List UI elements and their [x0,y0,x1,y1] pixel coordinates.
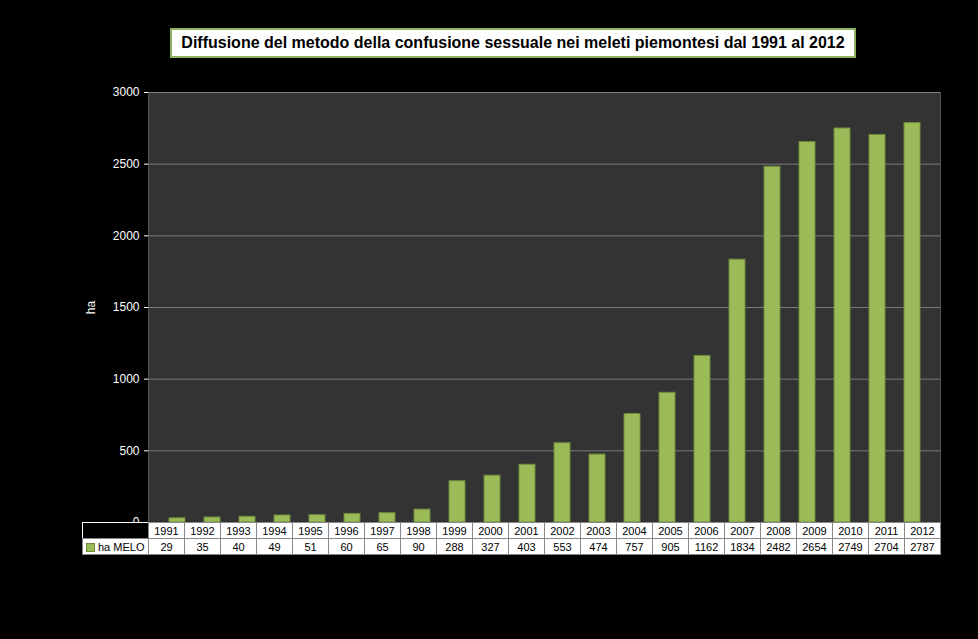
svg-text:1000: 1000 [113,372,140,386]
html-text:288: 288 [445,540,464,553]
svg-text:1500: 1500 [113,300,140,314]
html-text:2482: 2482 [766,540,791,553]
html-text:2002: 2002 [550,524,575,537]
html-text:327: 327 [481,540,500,553]
html-text:553: 553 [553,540,572,553]
html-text:2007: 2007 [730,524,755,537]
html-text:90: 90 [412,540,425,553]
html-text:1998: 1998 [406,524,431,537]
html-text:1996: 1996 [334,524,359,537]
html-text:1834: 1834 [730,540,755,553]
html-text:1995: 1995 [298,524,323,537]
html-text:2704: 2704 [874,540,899,553]
html-text:474: 474 [589,540,608,553]
html-text:1162: 1162 [694,540,719,553]
html-text:2000: 2000 [478,524,503,537]
html-text:Diffusione del metodo della co: Diffusione del metodo della confusione s… [181,34,845,51]
svg-text:500: 500 [119,444,139,458]
html-text:2010: 2010 [838,524,863,537]
html-text:757: 757 [625,540,644,553]
svg-text:2000: 2000 [113,229,140,243]
svg-text:ha: ha [84,301,98,315]
svg-text:2500: 2500 [113,157,140,171]
html-text:49: 49 [268,540,281,553]
html-text:2008: 2008 [766,524,791,537]
html-text:2009: 2009 [802,524,827,537]
html-text:51: 51 [304,540,317,553]
html-text:403: 403 [517,540,536,553]
html-text:2654: 2654 [802,540,827,553]
html-text:2787: 2787 [910,540,935,553]
html-text:29: 29 [160,540,173,553]
html-text:2004: 2004 [622,524,647,537]
html-text:40: 40 [232,540,245,553]
html-text:2001: 2001 [514,524,539,537]
html-text:1994: 1994 [262,524,287,537]
svg-text:3000: 3000 [113,85,140,99]
html-text:ha MELO: ha MELO [98,540,145,553]
html-text:1993: 1993 [226,524,251,537]
html-text:2005: 2005 [658,524,683,537]
html-text:1992: 1992 [190,524,215,537]
html-text:60: 60 [340,540,353,553]
html-text:1991: 1991 [154,524,179,537]
html-text:1997: 1997 [370,524,395,537]
html-text:2749: 2749 [838,540,863,553]
html-text:2012: 2012 [910,524,935,537]
html-text:905: 905 [661,540,680,553]
html-text:65: 65 [376,540,389,553]
html-text:2006: 2006 [694,524,719,537]
html-text:2003: 2003 [586,524,611,537]
html-text:2011: 2011 [874,524,899,537]
html-text:1999: 1999 [442,524,467,537]
html-text:35: 35 [196,540,209,553]
